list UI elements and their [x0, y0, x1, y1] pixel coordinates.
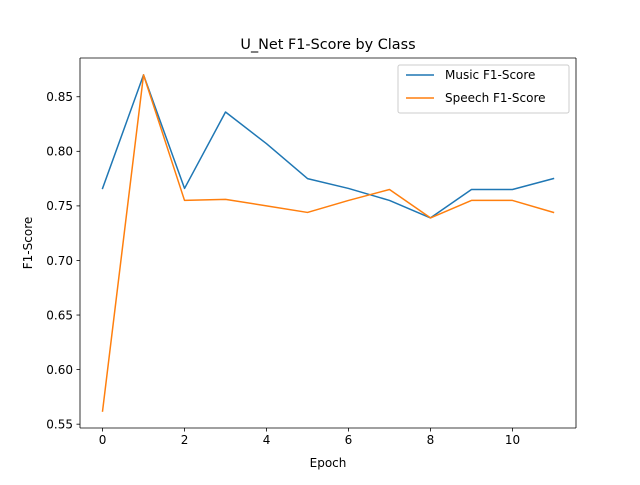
- x-tick-label: 2: [181, 433, 189, 447]
- series-layer: [101, 74, 555, 412]
- legend-box: [397, 64, 570, 114]
- y-tick-label: 0.85: [46, 90, 73, 104]
- x-axis-ticks: 0 2 4 6 8 10: [99, 428, 520, 447]
- legend: Music F1-Score Speech F1-Score: [397, 64, 570, 114]
- x-tick-label: 0: [99, 433, 107, 447]
- y-tick-label: 0.60: [46, 363, 73, 377]
- plot-area: [80, 58, 576, 428]
- y-axis-label: F1-Score: [21, 217, 35, 269]
- chart-title: U_Net F1-Score by Class: [240, 37, 415, 53]
- series-line-music: [101, 74, 555, 219]
- series-line-speech: [101, 74, 555, 412]
- x-tick-label: 8: [427, 433, 435, 447]
- legend-label-music: Music F1-Score: [445, 68, 535, 82]
- y-tick-label: 0.80: [46, 145, 73, 159]
- x-tick-label: 6: [345, 433, 353, 447]
- x-tick-label: 4: [263, 433, 271, 447]
- legend-label-speech: Speech F1-Score: [445, 91, 546, 105]
- y-tick-label: 0.70: [46, 254, 73, 268]
- axes-frame: [79, 57, 577, 429]
- y-axis-ticks: 0.55 0.60 0.65 0.70 0.75 0.80 0.85: [46, 90, 80, 431]
- y-tick-label: 0.75: [46, 199, 73, 213]
- y-tick-label: 0.65: [46, 308, 73, 322]
- x-axis-label: Epoch: [310, 456, 347, 470]
- x-tick-label: 10: [505, 433, 520, 447]
- y-tick-label: 0.55: [46, 417, 73, 431]
